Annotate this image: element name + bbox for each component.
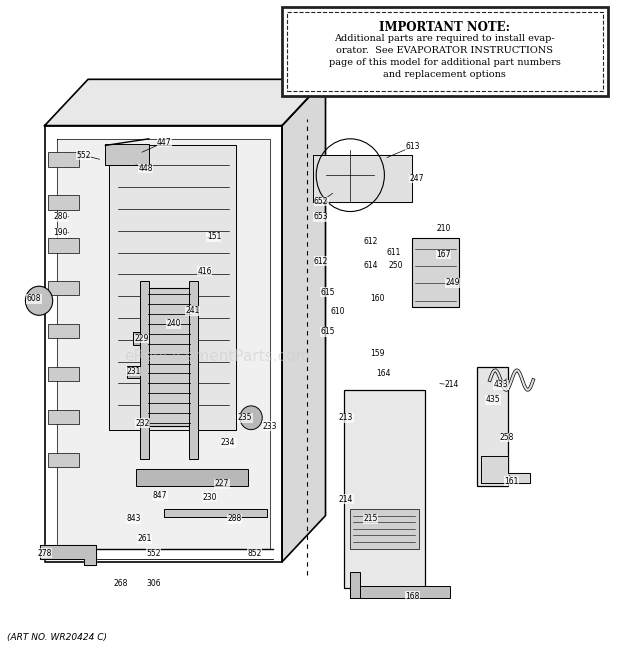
Text: 229: 229: [134, 334, 149, 343]
Polygon shape: [40, 545, 96, 565]
Text: 227: 227: [215, 479, 229, 488]
Text: 213: 213: [339, 413, 353, 422]
Text: 210: 210: [436, 223, 451, 233]
Text: 615: 615: [320, 288, 335, 297]
Bar: [48, 453, 79, 467]
Text: 250: 250: [388, 261, 403, 270]
Text: 168: 168: [405, 592, 420, 601]
Text: 230: 230: [202, 492, 217, 502]
Bar: [164, 509, 267, 517]
Polygon shape: [313, 155, 412, 202]
Text: 241: 241: [185, 306, 200, 315]
Text: 847: 847: [153, 491, 167, 500]
Text: 610: 610: [330, 307, 345, 317]
Text: 552: 552: [76, 151, 91, 160]
Text: 159: 159: [370, 349, 384, 358]
Circle shape: [25, 286, 53, 315]
Text: 611: 611: [386, 248, 401, 257]
Text: 552: 552: [146, 549, 161, 558]
Polygon shape: [282, 79, 326, 562]
FancyBboxPatch shape: [282, 7, 608, 96]
Bar: [133, 332, 149, 345]
Text: eReplacementParts.com: eReplacementParts.com: [124, 350, 310, 364]
Text: 249: 249: [445, 278, 460, 288]
Text: IMPORTANT NOTE:: IMPORTANT NOTE:: [379, 21, 510, 34]
Bar: [48, 238, 79, 253]
Text: 151: 151: [206, 232, 221, 241]
Text: 613: 613: [405, 142, 420, 151]
Bar: [48, 152, 79, 167]
Polygon shape: [480, 456, 530, 483]
Text: 268: 268: [113, 578, 128, 588]
Text: 167: 167: [436, 250, 451, 259]
Text: 448: 448: [138, 164, 153, 173]
Text: 164: 164: [376, 369, 391, 378]
Circle shape: [240, 406, 262, 430]
Text: 614: 614: [363, 261, 378, 270]
Text: 280: 280: [53, 212, 68, 221]
Text: 416: 416: [197, 266, 212, 276]
Text: 447: 447: [157, 137, 172, 147]
Bar: [136, 469, 248, 486]
Bar: [189, 281, 198, 459]
Text: 231: 231: [126, 367, 141, 376]
Bar: [48, 324, 79, 338]
Text: (ART NO. WR20424 C): (ART NO. WR20424 C): [7, 633, 107, 642]
Polygon shape: [57, 139, 270, 549]
Bar: [48, 195, 79, 210]
Text: 247: 247: [409, 174, 424, 183]
Bar: [350, 586, 450, 598]
Polygon shape: [108, 145, 236, 430]
Bar: [412, 238, 459, 307]
Text: 852: 852: [247, 549, 262, 558]
Text: 190: 190: [53, 228, 68, 237]
Text: 233: 233: [262, 422, 277, 431]
Text: 261: 261: [137, 534, 152, 543]
Text: 278: 278: [37, 549, 52, 558]
Bar: [127, 366, 140, 378]
Bar: [140, 281, 149, 459]
Text: 160: 160: [370, 294, 384, 303]
Bar: [105, 144, 149, 165]
Text: 653: 653: [314, 212, 329, 221]
Polygon shape: [45, 79, 326, 126]
Text: 612: 612: [314, 256, 329, 266]
Bar: [48, 410, 79, 424]
Text: 235: 235: [237, 413, 252, 422]
Text: 615: 615: [320, 327, 335, 336]
Bar: [350, 509, 418, 549]
Text: 608: 608: [27, 294, 42, 303]
Text: 435: 435: [485, 395, 500, 405]
Text: Additional parts are required to install evap-
orator.  See EVAPORATOR INSTRUCTI: Additional parts are required to install…: [329, 34, 560, 79]
Bar: [48, 367, 79, 381]
Text: 214: 214: [339, 494, 353, 504]
Text: 215: 215: [363, 514, 378, 524]
Text: 843: 843: [126, 514, 141, 524]
Bar: [48, 281, 79, 295]
Text: 214: 214: [444, 380, 459, 389]
Text: 161: 161: [504, 477, 519, 486]
Text: 258: 258: [500, 433, 515, 442]
Text: 306: 306: [146, 578, 161, 588]
Bar: [477, 367, 508, 486]
Text: 288: 288: [228, 514, 241, 524]
Text: 232: 232: [135, 418, 150, 428]
Text: 240: 240: [166, 319, 181, 329]
Bar: [344, 390, 425, 588]
Text: 433: 433: [494, 380, 508, 389]
Bar: [146, 288, 192, 426]
Text: 612: 612: [363, 237, 378, 246]
Text: 234: 234: [221, 438, 236, 447]
Bar: [350, 572, 360, 598]
Text: 652: 652: [314, 197, 329, 206]
